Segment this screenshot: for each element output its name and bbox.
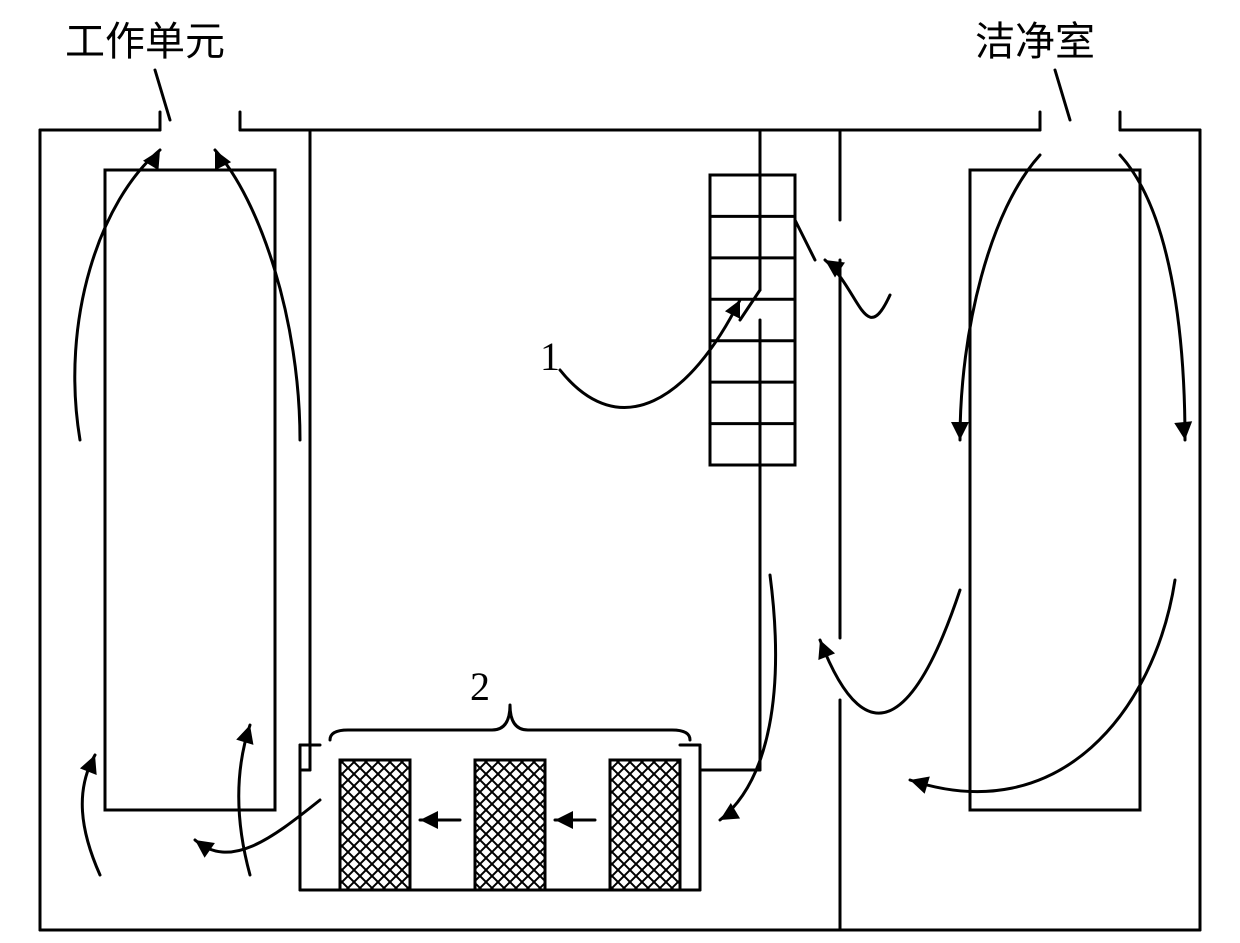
filter-box-2	[475, 760, 545, 890]
filter-box-1	[340, 760, 410, 890]
flow-arrow-2	[215, 150, 300, 440]
flow-arrow-13	[239, 725, 250, 875]
flow-arrow-1	[75, 150, 160, 440]
left-unit	[105, 170, 275, 810]
flow-arrow-7	[910, 580, 1175, 792]
flow-arrow-4	[1120, 155, 1185, 440]
label-2: 2	[470, 664, 490, 709]
label-work-unit: 工作单元	[65, 19, 225, 64]
label-1: 1	[540, 334, 560, 379]
label-clean-room: 洁净室	[975, 19, 1095, 64]
right-unit	[970, 170, 1140, 810]
flow-arrow-8	[720, 575, 776, 820]
flow-arrow-12	[82, 755, 100, 875]
flow-arrow-3	[960, 155, 1040, 440]
filter-box-3	[610, 760, 680, 890]
grid-stack	[710, 175, 795, 465]
